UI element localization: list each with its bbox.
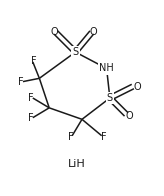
Text: F: F xyxy=(68,132,73,142)
Text: O: O xyxy=(90,27,97,37)
Text: F: F xyxy=(31,56,36,66)
Text: O: O xyxy=(133,82,141,92)
Text: S: S xyxy=(107,93,113,103)
Text: F: F xyxy=(28,93,33,103)
Text: O: O xyxy=(126,111,133,121)
Text: F: F xyxy=(101,132,106,142)
Text: O: O xyxy=(50,27,58,37)
Text: S: S xyxy=(72,47,79,57)
Text: F: F xyxy=(28,113,33,123)
Text: NH: NH xyxy=(99,64,114,74)
Text: LiH: LiH xyxy=(68,159,86,169)
Text: F: F xyxy=(18,77,23,87)
